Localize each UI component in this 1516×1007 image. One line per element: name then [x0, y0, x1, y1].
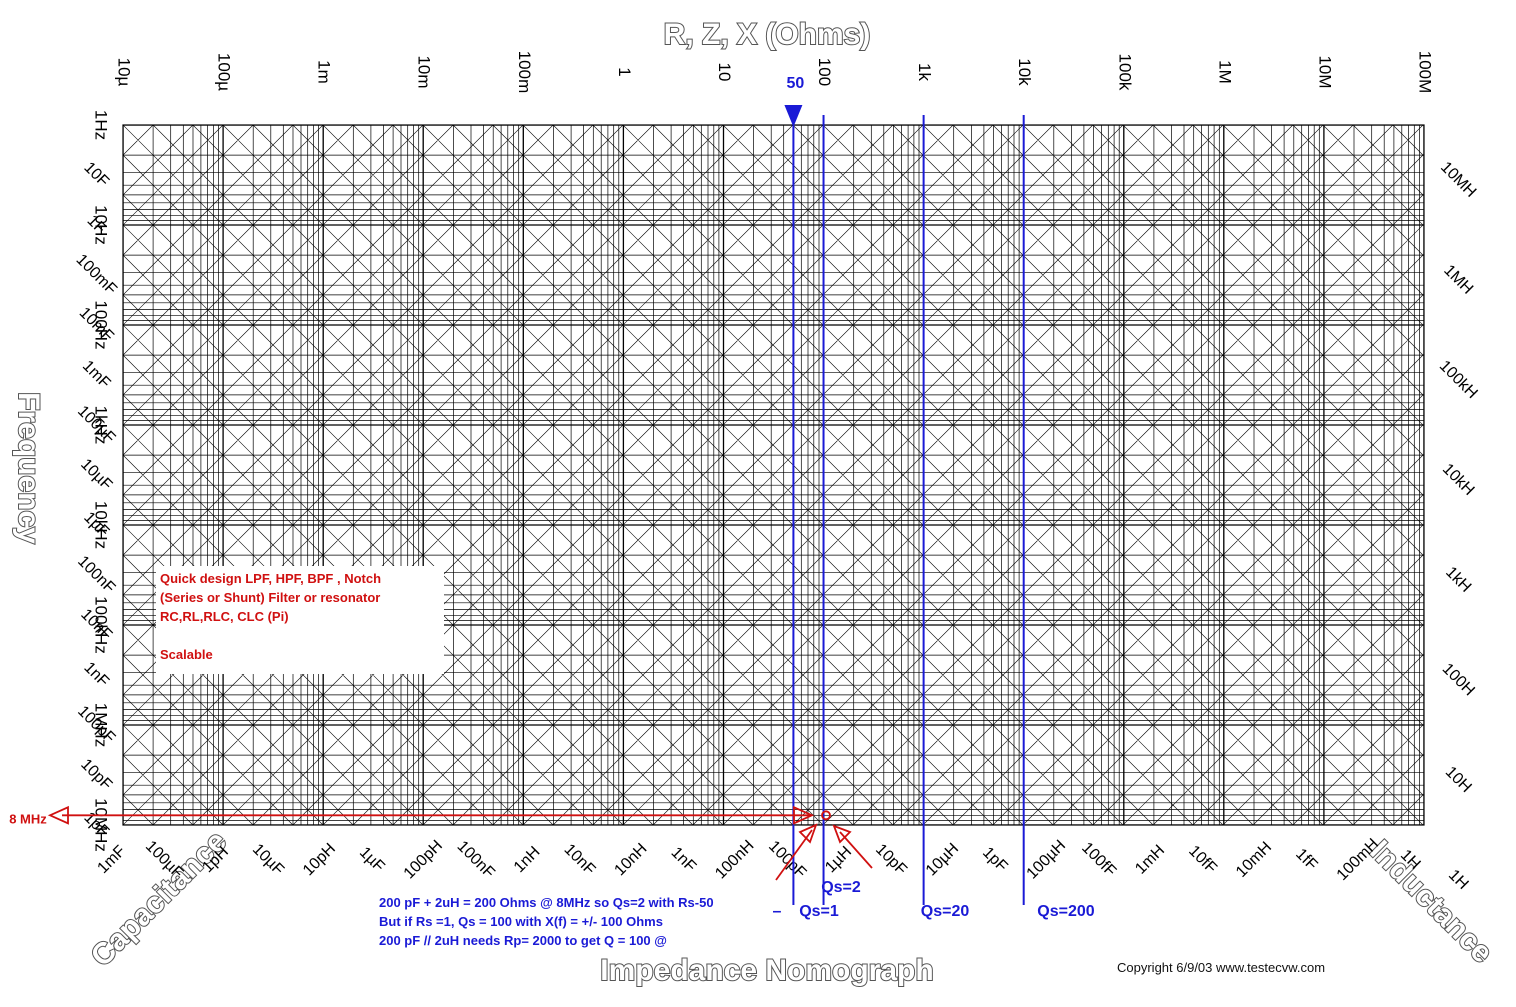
top-tick-label: 100	[815, 58, 834, 86]
bottom-diagonal-tick-label: 1nH	[511, 843, 544, 876]
bottom-diagonal-tick-label: 10nF	[561, 841, 599, 879]
bottom-diagonal-tick-label: 10pF	[872, 841, 910, 879]
bottom-diagonal-tick-label: 10fF	[1185, 842, 1220, 877]
freq-8mhz-label: 8 MHz	[9, 812, 47, 827]
capacitance-tick-label: 100nF	[74, 553, 118, 597]
red-pointer-left-head	[798, 823, 818, 844]
qs1-label: Qs=1	[799, 903, 839, 920]
design-note-line-5: Scalable	[160, 647, 213, 662]
design-note-box	[156, 566, 444, 674]
top-tick-label: 100M	[1416, 51, 1435, 94]
top-tick-label: 100k	[1115, 54, 1134, 91]
capacitance-tick-label: 10pF	[77, 756, 115, 794]
inductance-tick-label: 100kH	[1436, 357, 1481, 402]
inductance-tick-label: 10MH	[1437, 159, 1479, 201]
inductance-tick-label: 10H	[1442, 763, 1475, 796]
top-tick-label: 10µ	[115, 58, 134, 87]
bottom-diagonal-tick-label: 100nF	[454, 838, 498, 882]
bottom-diagonal-tick-label: 1nF	[668, 844, 700, 876]
copyright-text: Copyright 6/9/03 www.testecvw.com	[1117, 960, 1326, 975]
top-tick-label: 10M	[1315, 55, 1334, 88]
frequency-tick-label: 1kHz	[92, 406, 111, 445]
bottom-diagonal-tick-label: 10mH	[1233, 839, 1275, 881]
top-tick-label: 10k	[1015, 58, 1034, 86]
design-note-line-3: RC,RL,RLC, CLC (Pi)	[160, 609, 289, 624]
qs200-label: Qs=200	[1037, 903, 1094, 920]
bottom-diagonal-tick-label: 100nH	[712, 837, 757, 882]
red-pointer-right-head	[832, 824, 852, 844]
bottom-diagonal-tick-label: 10µH	[923, 840, 962, 879]
blue-note-line-2: But if Rs =1, Qs = 100 with X(f) = +/- 1…	[379, 914, 663, 929]
y-axis-title: Frequency	[12, 392, 45, 544]
top-tick-label: 1	[615, 67, 634, 76]
top-tick-label: 1M	[1215, 60, 1234, 84]
ohm-50-label: 50	[787, 75, 805, 92]
bottom-diagonal-tick-label: 1µH	[822, 843, 855, 876]
bottom-diagonal-tick-label: 1mH	[1132, 842, 1168, 878]
blue-note-line-1: 200 pF + 2uH = 200 Ohms @ 8MHz so Qs=2 w…	[379, 895, 714, 910]
frequency-tick-label: 10MHz	[92, 798, 111, 852]
frequency-tick-label: 10Hz	[92, 205, 111, 245]
frequency-tick-label: 10kHz	[92, 501, 111, 549]
capacitance-tick-label: 10F	[80, 159, 112, 191]
freq-8mhz-right-arrowhead	[793, 805, 815, 825]
bottom-diagonal-tick-label: 100fF	[1078, 839, 1119, 880]
top-tick-label: 100µ	[215, 53, 234, 91]
top-tick-label: 100m	[515, 51, 534, 94]
top-tick-label: 1k	[915, 63, 934, 81]
frequency-tick-label: 1Hz	[92, 110, 111, 140]
bottom-diagonal-tick-label: 1fF	[1292, 846, 1321, 875]
top-tick-label: 10m	[415, 55, 434, 88]
blue-note-line-3: 200 pF // 2uH needs Rp= 2000 to get Q = …	[379, 933, 667, 948]
capacitance-tick-label: 100mF	[73, 251, 120, 298]
top-tick-label: 1m	[315, 60, 334, 84]
frequency-tick-label: 100kHz	[92, 596, 111, 654]
qs20-label: Qs=20	[921, 903, 970, 920]
bottom-diagonal-tick-label: 10nH	[611, 840, 650, 879]
annotation-markers: 50 Qs=1 Qs=2 Qs=20 Qs=200 – 8 MHz	[9, 75, 1095, 920]
inductance-tick-label: 10kH	[1439, 461, 1477, 499]
inductance-tick-label: 100H	[1439, 660, 1478, 699]
frequency-tick-label: 100Hz	[92, 300, 111, 349]
dash-mark: –	[773, 903, 782, 920]
capacitance-tick-label: 10µF	[77, 456, 115, 494]
inductance-tick-label: 1kH	[1442, 564, 1474, 596]
bottom-diagonal-tick-label: 100µH	[1024, 837, 1070, 883]
bottom-diagonal-tick-label: 10pH	[300, 840, 339, 879]
ohm-50-arrow	[784, 105, 803, 127]
nomograph-grid	[122, 124, 1425, 826]
red-pointer-right	[839, 831, 873, 869]
top-tick-label: 10	[715, 63, 734, 82]
design-note-line-1: Quick design LPF, HPF, BPF , Notch	[160, 571, 382, 586]
bottom-diagonal-tick-label: 100pH	[401, 837, 446, 882]
inductance-axis-title: Inductance	[1363, 834, 1498, 969]
intersection-circle	[821, 810, 831, 821]
inductance-tick-label: 1MH	[1440, 262, 1476, 298]
freq-8mhz-arrowhead	[47, 805, 69, 825]
qs2-label: Qs=2	[821, 879, 861, 896]
capacitance-tick-label: 1mF	[79, 357, 114, 392]
chart-title: Impedance Nomograph	[600, 954, 933, 987]
frequency-tick-label: 1MHz	[92, 703, 111, 747]
design-note-line-2: (Series or Shunt) Filter or resonator	[160, 590, 381, 605]
bottom-diagonal-tick-label: 1pF	[979, 844, 1011, 876]
bottom-diagonal-tick-label: 10µF	[249, 841, 287, 879]
bottom-diagonal-tick-label: 1µF	[356, 844, 388, 876]
inductance-tick-label: 1H	[1445, 867, 1471, 893]
x-axis-title: R, Z, X (Ohms)	[664, 18, 871, 51]
capacitance-tick-label: 1nF	[80, 659, 112, 691]
